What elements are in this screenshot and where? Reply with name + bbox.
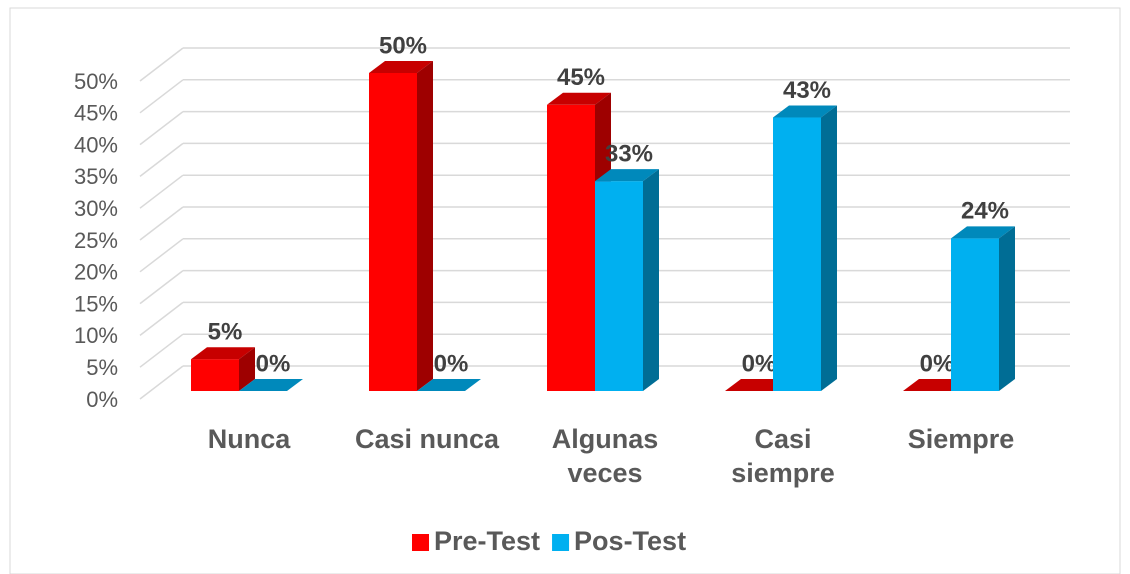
bar-front (191, 359, 239, 391)
y-tick-label: 30% (74, 196, 118, 221)
y-tick-label: 5% (86, 355, 118, 380)
y-tick-label: 40% (74, 132, 118, 157)
bar-top (951, 226, 1015, 239)
grid-line (139, 238, 184, 273)
value-label: 33% (605, 140, 653, 167)
x-tick-label: Algunas veces (551, 424, 659, 488)
x-tick-label: Casi siempre (731, 424, 835, 488)
grid-line (139, 365, 184, 400)
y-tick-label: 10% (74, 323, 118, 348)
x-tick-label: Siempre (907, 424, 1015, 454)
bar-side (999, 226, 1015, 391)
grid-line (139, 270, 184, 305)
legend-swatch (552, 534, 570, 551)
y-tick-label: 45% (74, 101, 118, 126)
bar-side (239, 347, 255, 391)
grid-line (139, 301, 184, 336)
value-label: 24% (961, 198, 1009, 225)
legend-label: Pos-Test (574, 526, 686, 556)
y-tick-label: 15% (74, 291, 118, 316)
bar-front (369, 73, 417, 391)
value-label: 0% (742, 350, 777, 377)
bar-top (773, 105, 837, 118)
bar-top (417, 379, 481, 391)
grid-line (139, 333, 184, 368)
value-label: 0% (920, 350, 955, 377)
x-tick-label: Nunca (207, 424, 291, 454)
grid-line (139, 142, 184, 177)
bar-side (417, 61, 433, 391)
bar-top (191, 347, 255, 360)
chart-frame (9, 7, 1121, 574)
value-label: 43% (783, 77, 831, 104)
bar-front (595, 181, 643, 391)
bar-front (951, 238, 999, 391)
bar-top (547, 92, 611, 105)
y-tick-label: 0% (86, 387, 118, 412)
value-label: 45% (557, 64, 605, 91)
legend-label: Pre-Test (434, 526, 540, 556)
value-label: 50% (379, 32, 427, 59)
y-tick-label: 25% (74, 228, 118, 253)
bar-front (547, 104, 595, 392)
grid-line (139, 111, 184, 146)
grid-line (139, 206, 184, 241)
value-label: 0% (256, 350, 291, 377)
bar-top (595, 169, 659, 182)
grid-line (139, 174, 184, 209)
y-tick-label: 35% (74, 164, 118, 189)
x-tick-label: Casi nunca (354, 424, 500, 454)
legend-swatch (412, 534, 429, 551)
value-label: 5% (208, 319, 243, 346)
y-tick-label: 50% (74, 69, 118, 94)
value-label: 0% (434, 350, 469, 377)
bar-side (821, 105, 837, 392)
bar-side (643, 169, 659, 391)
bar-top (239, 379, 303, 391)
y-tick-label: 20% (74, 260, 118, 285)
bar-front (773, 117, 821, 392)
bar-top (369, 61, 433, 73)
grid-line (139, 79, 184, 114)
grid-line (139, 47, 184, 82)
